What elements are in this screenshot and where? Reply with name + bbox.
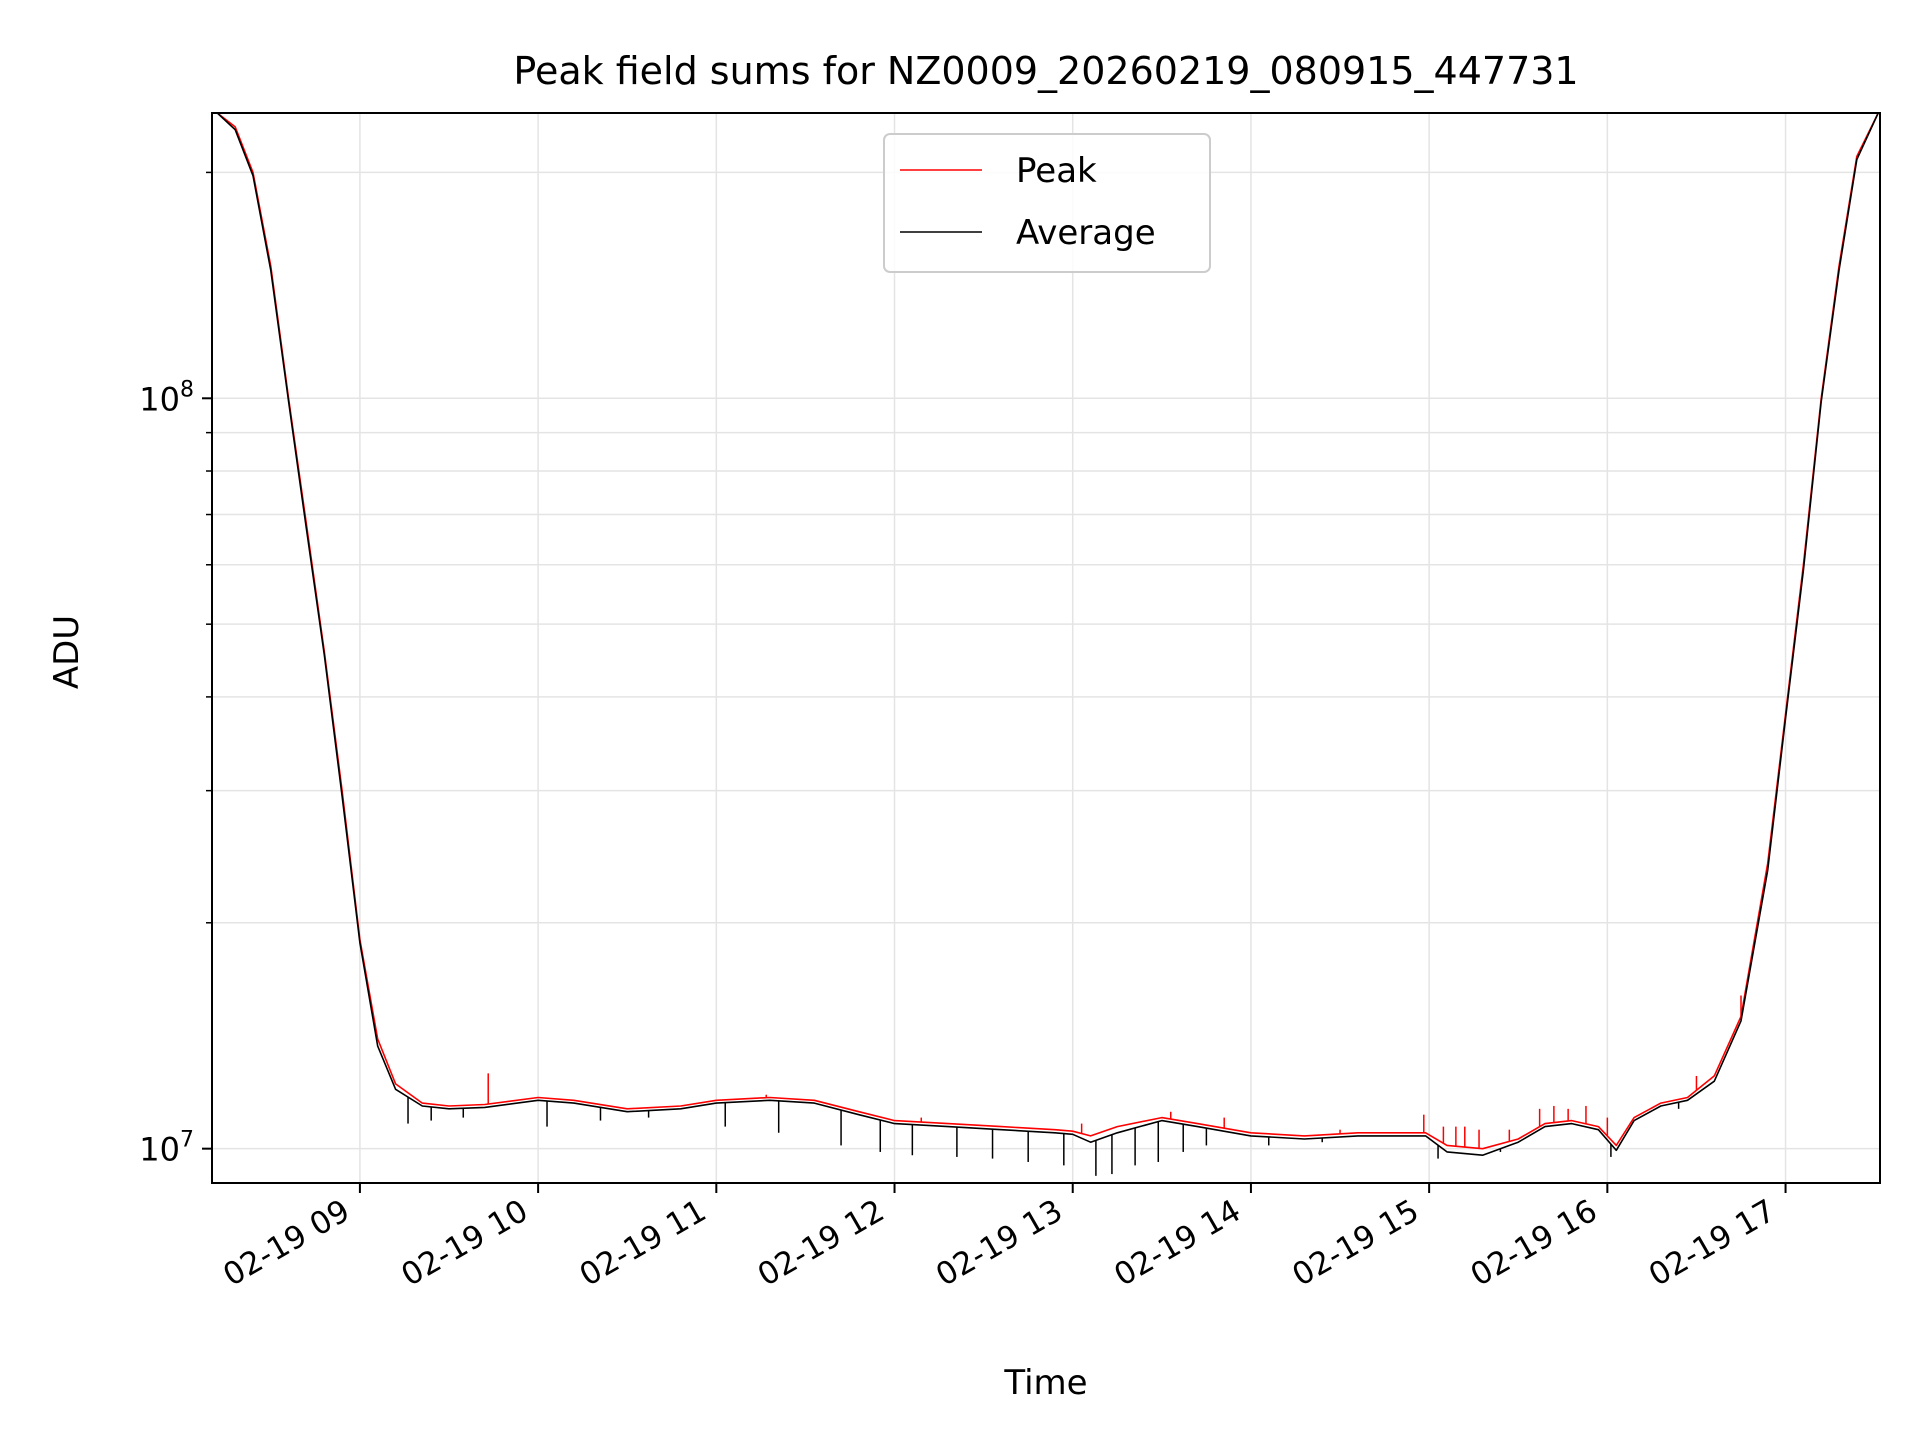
series-line-average: [216, 113, 1879, 1156]
legend-average-label: Average: [1016, 213, 1156, 253]
legend-peak-label: Peak: [1016, 151, 1097, 191]
legend-box: [883, 133, 1211, 273]
series-average: [216, 113, 1879, 1176]
grid: [212, 113, 1880, 1183]
chart-title: Peak field sums for NZ0009_20260219_0809…: [513, 49, 1578, 93]
y-tick-label: 107: [139, 1128, 194, 1169]
axes-frame: [211, 112, 1881, 1184]
series-peak: [216, 113, 1879, 1150]
series-layer: [216, 113, 1879, 1176]
x-axis-label: Time: [1003, 1363, 1087, 1403]
y-axis-label: ADU: [47, 615, 87, 689]
y-tick-label: 108: [139, 377, 194, 418]
legend: Peak Average: [883, 133, 1211, 273]
